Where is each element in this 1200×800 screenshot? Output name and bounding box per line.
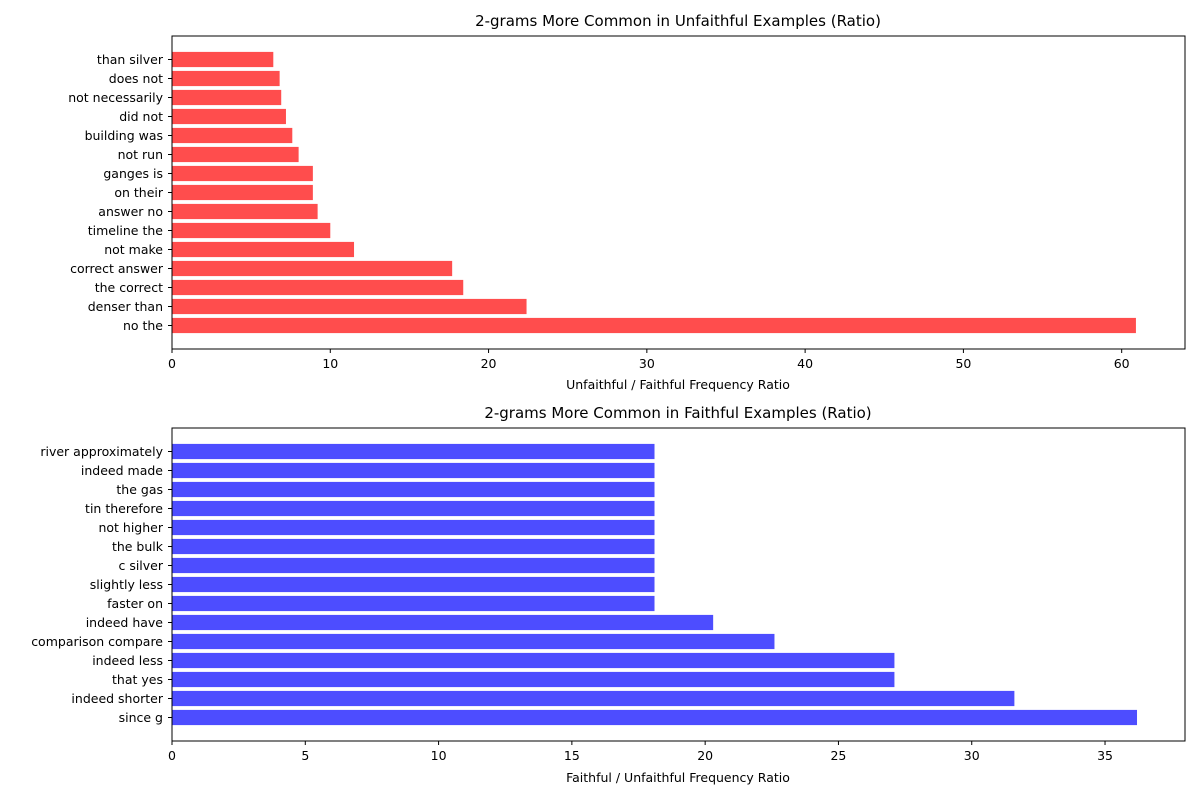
x-ticks: 0 10 20 30 40 50 60 xyxy=(168,349,1130,371)
bar xyxy=(172,652,895,669)
bar xyxy=(172,500,655,517)
bar xyxy=(172,222,331,239)
bar xyxy=(172,298,527,315)
bar xyxy=(172,241,355,258)
y-tick-label: building was xyxy=(85,128,163,143)
bar xyxy=(172,260,453,277)
y-tick-label: the bulk xyxy=(112,539,164,554)
y-tick-label: slightly less xyxy=(90,577,163,592)
bar xyxy=(172,576,655,593)
bar xyxy=(172,481,655,498)
bars xyxy=(172,51,1136,334)
y-tick-label: not make xyxy=(104,242,163,257)
y-tick-label: since g xyxy=(119,710,163,725)
plot-frame xyxy=(171,427,1186,742)
x-tick-label: 0 xyxy=(168,356,176,371)
bar xyxy=(172,184,313,201)
y-tick-label: not higher xyxy=(98,520,163,535)
x-tick-label: 20 xyxy=(697,748,713,763)
x-tick-label: 10 xyxy=(322,356,338,371)
x-tick-label: 30 xyxy=(964,748,980,763)
y-tick-label: c silver xyxy=(118,558,163,573)
y-tick-label: did not xyxy=(119,109,163,124)
bar xyxy=(172,89,282,106)
y-tick-label: on their xyxy=(114,185,164,200)
x-axis-label: Faithful / Unfaithful Frequency Ratio xyxy=(566,770,790,785)
bars xyxy=(172,443,1138,726)
bar xyxy=(172,462,655,479)
bar xyxy=(172,51,274,68)
bar xyxy=(172,557,655,574)
x-tick-label: 15 xyxy=(564,748,580,763)
y-tick-label: than silver xyxy=(97,52,164,67)
y-tick-label: faster on xyxy=(107,596,163,611)
y-tick-label: does not xyxy=(109,71,163,86)
y-tick-label: river approximately xyxy=(40,444,163,459)
y-tick-label: the gas xyxy=(116,482,163,497)
bar xyxy=(172,709,1138,726)
bar xyxy=(172,519,655,536)
x-tick-label: 5 xyxy=(301,748,309,763)
faithful-ratio-chart: 2-grams More Common in Faithful Examples… xyxy=(31,404,1186,785)
bar xyxy=(172,595,655,612)
x-tick-label: 20 xyxy=(481,356,497,371)
x-tick-label: 10 xyxy=(431,748,447,763)
y-tick-label: no the xyxy=(123,318,163,333)
bar xyxy=(172,279,464,296)
bar xyxy=(172,165,313,182)
bar xyxy=(172,538,655,555)
y-tick-label: indeed have xyxy=(86,615,164,630)
bar xyxy=(172,146,299,163)
bar xyxy=(172,127,293,144)
y-tick-label: indeed shorter xyxy=(71,691,163,706)
x-tick-label: 35 xyxy=(1097,748,1113,763)
x-tick-label: 50 xyxy=(955,356,971,371)
plot-frame xyxy=(171,35,1186,350)
bar xyxy=(172,690,1015,707)
x-tick-label: 25 xyxy=(830,748,846,763)
bar xyxy=(172,443,655,460)
bar xyxy=(172,108,286,125)
y-tick-label: the correct xyxy=(95,280,163,295)
bar xyxy=(172,70,280,87)
y-tick-label: denser than xyxy=(88,299,163,314)
bar xyxy=(172,614,714,631)
y-tick-label: indeed less xyxy=(92,653,163,668)
bar xyxy=(172,203,318,220)
x-ticks: 0 5 10 15 20 25 30 35 xyxy=(168,741,1113,763)
x-axis-label: Unfaithful / Faithful Frequency Ratio xyxy=(566,377,790,392)
y-tick-labels: river approximately indeed made the gas tin… xyxy=(31,444,172,725)
y-tick-label: not run xyxy=(118,147,163,162)
y-tick-label: timeline the xyxy=(88,223,164,238)
y-tick-label: comparison compare xyxy=(31,634,163,649)
x-tick-label: 40 xyxy=(797,356,813,371)
x-tick-label: 60 xyxy=(1114,356,1130,371)
y-tick-label: tin therefore xyxy=(85,501,163,516)
y-tick-label: correct answer xyxy=(70,261,164,276)
bar xyxy=(172,317,1136,334)
y-tick-labels: than silver does not not necessarily did no… xyxy=(68,52,172,333)
y-tick-label: indeed made xyxy=(81,463,163,478)
chart-title: 2-grams More Common in Unfaithful Exampl… xyxy=(475,12,881,30)
y-tick-label: that yes xyxy=(112,672,163,687)
unfaithful-ratio-chart: 2-grams More Common in Unfaithful Exampl… xyxy=(68,12,1186,392)
chart-title: 2-grams More Common in Faithful Examples… xyxy=(484,404,871,422)
y-tick-label: answer no xyxy=(98,204,163,219)
bar xyxy=(172,633,775,650)
y-tick-label: ganges is xyxy=(103,166,163,181)
x-tick-label: 0 xyxy=(168,748,176,763)
bar xyxy=(172,671,895,688)
y-tick-label: not necessarily xyxy=(68,90,163,105)
x-tick-label: 30 xyxy=(639,356,655,371)
